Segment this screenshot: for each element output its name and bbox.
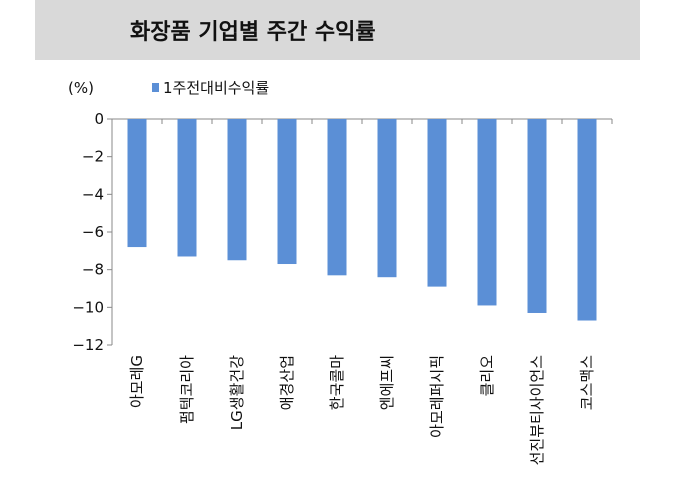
y-tick-label: −2 <box>82 148 104 166</box>
category-label: 코스맥스 <box>578 355 596 410</box>
legend-swatch <box>152 83 159 92</box>
y-unit-label: (%) <box>68 79 94 97</box>
y-tick-label: −6 <box>82 223 104 241</box>
category-label: LG생활건강 <box>228 355 246 430</box>
bar[interactable] <box>527 119 547 313</box>
bar[interactable] <box>277 119 297 265</box>
legend-label: 1주전대비수익률 <box>163 79 269 97</box>
category-label: 엔에프씨 <box>378 355 396 410</box>
category-label: 한국콜마 <box>328 355 346 410</box>
y-tick-label: −12 <box>72 336 104 354</box>
bar[interactable] <box>577 119 597 321</box>
category-label: 선진뷰티사이언스 <box>528 355 546 466</box>
y-tick-label: 0 <box>94 110 104 128</box>
category-label: 아모레G <box>128 355 146 408</box>
chart-title: 화장품 기업별 주간 수익률 <box>130 20 376 45</box>
bar[interactable] <box>177 119 197 257</box>
y-tick-label: −10 <box>72 298 104 316</box>
category-label: 애경산업 <box>278 355 296 410</box>
bar[interactable] <box>427 119 447 287</box>
category-label: 펌텍코리아 <box>178 355 196 424</box>
y-tick-label: −8 <box>82 261 104 279</box>
category-label: 아모레퍼시픽 <box>428 355 446 438</box>
bar[interactable] <box>477 119 497 306</box>
y-tick-label: −4 <box>82 185 104 203</box>
bar[interactable] <box>227 119 247 261</box>
bar[interactable] <box>327 119 347 276</box>
bar[interactable] <box>127 119 147 248</box>
title-bar: 화장품 기업별 주간 수익률 <box>35 0 640 60</box>
bar[interactable] <box>377 119 397 278</box>
category-label: 클리오 <box>478 355 496 397</box>
